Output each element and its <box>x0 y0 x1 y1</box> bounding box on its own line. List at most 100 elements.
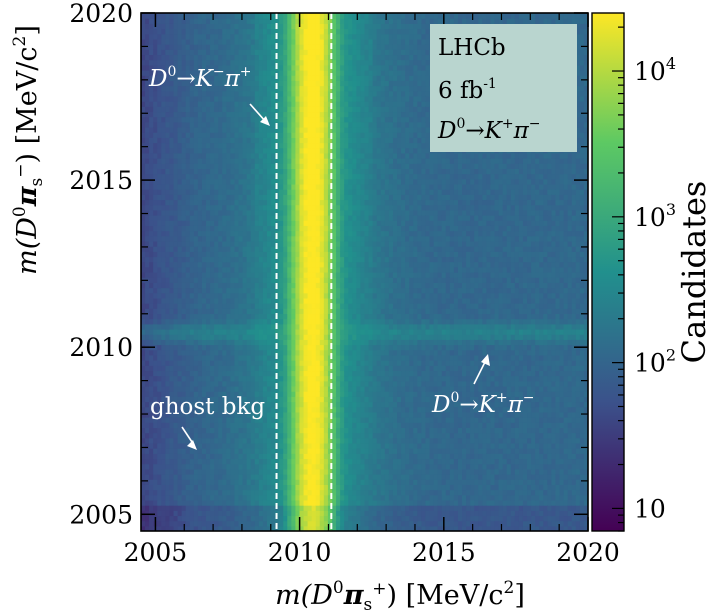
heatmap-cell <box>331 111 337 118</box>
heatmap-cell <box>323 334 329 340</box>
heatmap-cell <box>177 453 183 460</box>
heatmap-cell <box>185 178 191 185</box>
heatmap-cell <box>173 385 179 392</box>
heatmap-cell <box>258 422 264 428</box>
heatmap-cell <box>157 385 162 392</box>
heatmap-cell <box>287 209 292 216</box>
heatmap-cell <box>226 406 231 413</box>
heatmap-cell <box>254 453 260 460</box>
heatmap-cell <box>307 328 313 335</box>
heatmap-cell <box>258 442 264 449</box>
heatmap-cell <box>157 272 162 278</box>
heatmap-cell <box>226 303 231 309</box>
heatmap-cell <box>299 334 305 340</box>
heatmap-cell <box>189 510 195 517</box>
heatmap-cell <box>303 292 309 299</box>
heatmap-cell <box>222 417 227 423</box>
heatmap-cell <box>254 142 260 149</box>
heatmap-cell <box>230 111 236 118</box>
heatmap-cell <box>303 69 309 76</box>
heatmap-cell <box>295 137 301 144</box>
heatmap-cell <box>340 282 345 289</box>
heatmap-cell <box>262 215 268 221</box>
heatmap-cell <box>230 59 236 66</box>
heatmap-cell <box>238 90 244 97</box>
heatmap-cell <box>283 458 288 465</box>
heatmap-cell <box>299 13 305 19</box>
heatmap-cell <box>181 204 187 211</box>
heatmap-cell <box>258 479 264 485</box>
heatmap-cell <box>238 116 244 123</box>
heatmap-cell <box>271 360 276 366</box>
heatmap-cell <box>311 106 317 113</box>
heatmap-cell <box>201 437 207 444</box>
heatmap-cell <box>254 215 260 221</box>
heatmap-cell <box>141 64 146 71</box>
heatmap-cell <box>218 266 223 273</box>
heatmap-cell <box>197 38 203 45</box>
heatmap-cell <box>250 396 256 403</box>
heatmap-cell <box>336 126 341 133</box>
heatmap-cell <box>287 183 292 190</box>
heatmap-cell <box>323 474 329 480</box>
heatmap-cell <box>307 499 313 506</box>
heatmap-cell <box>157 256 162 263</box>
heatmap-cell <box>246 380 252 387</box>
heatmap-cell <box>230 95 236 102</box>
heatmap-cell <box>206 282 211 289</box>
heatmap-cell <box>234 101 240 107</box>
heatmap-cell <box>331 505 337 511</box>
heatmap-cell <box>311 344 317 351</box>
heatmap-cell <box>234 318 240 325</box>
heatmap-cell <box>173 230 179 237</box>
heatmap-cell <box>238 396 244 403</box>
heatmap-cell <box>214 453 219 460</box>
heatmap-cell <box>193 230 199 237</box>
heatmap-cell <box>323 318 329 325</box>
heatmap-cell <box>177 349 183 356</box>
heatmap-cell <box>201 515 207 522</box>
heatmap-cell <box>246 468 252 475</box>
heatmap-cell <box>262 168 268 175</box>
heatmap-cell <box>340 339 345 346</box>
heatmap-cell <box>210 313 215 320</box>
heatmap-cell <box>295 505 301 511</box>
heatmap-cell <box>185 49 191 56</box>
heatmap-cell <box>214 194 219 201</box>
heatmap-cell <box>185 303 191 309</box>
heatmap-cell <box>250 18 256 24</box>
heatmap-cell <box>141 101 146 107</box>
heatmap-cell <box>226 313 231 320</box>
heatmap-cell <box>226 163 231 169</box>
heatmap-cell <box>185 158 191 164</box>
heatmap-cell <box>230 23 236 30</box>
heatmap-cell <box>210 199 215 206</box>
heatmap-cell <box>197 33 203 40</box>
heatmap-cell <box>181 178 187 185</box>
heatmap-cell <box>214 484 219 491</box>
heatmap-cell <box>201 494 207 501</box>
heatmap-cell <box>258 323 264 330</box>
heatmap-cell <box>222 292 227 299</box>
heatmap-cell <box>266 85 272 92</box>
heatmap-cell <box>165 178 171 185</box>
heatmap-cell <box>222 297 227 304</box>
heatmap-cell <box>189 137 195 144</box>
heatmap-cell <box>234 396 240 403</box>
heatmap-cell <box>323 292 329 299</box>
heatmap-cell <box>173 328 179 335</box>
heatmap-cell <box>254 75 260 81</box>
heatmap-cell <box>161 385 166 392</box>
heatmap-cell <box>303 448 309 454</box>
heatmap-cell <box>250 178 256 185</box>
heatmap-cell <box>327 158 333 164</box>
heatmap-cell <box>315 209 321 216</box>
heatmap-cell <box>327 370 333 377</box>
heatmap-cell <box>279 494 284 501</box>
heatmap-cell <box>210 458 215 465</box>
heatmap-cell <box>336 323 341 330</box>
heatmap-cell <box>189 272 195 278</box>
heatmap-cell <box>319 391 325 397</box>
heatmap-cell <box>323 339 329 346</box>
heatmap-cell <box>295 272 301 278</box>
